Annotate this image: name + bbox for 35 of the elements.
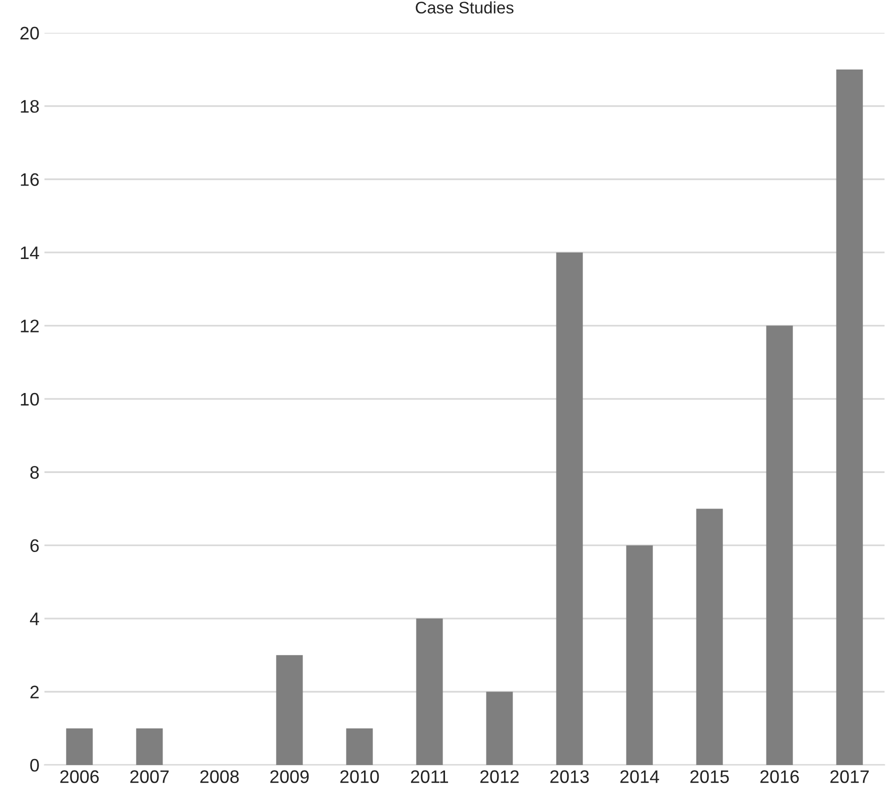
x-tick-label: 2010 [340, 770, 379, 784]
x-tick-label: 2014 [620, 770, 660, 784]
x-tick-label: 2012 [480, 770, 519, 784]
y-tick-label: 20 [20, 26, 39, 40]
x-tick-label: 2017 [830, 770, 869, 784]
x-tick-label: 2016 [760, 770, 799, 784]
y-tick-label: 8 [30, 466, 39, 479]
x-tick-label: 2006 [60, 770, 99, 784]
y-tick-label: 12 [20, 320, 39, 332]
bar [346, 728, 373, 765]
x-tick-label: 2009 [270, 770, 309, 784]
chart-title: Case Studies [416, 1, 514, 14]
y-tick-label: 18 [20, 100, 39, 113]
bar [486, 692, 513, 765]
y-tick-label: 2 [30, 686, 39, 698]
bar [696, 508, 723, 765]
bar [416, 618, 443, 765]
bar [136, 728, 163, 765]
y-tick-label: 16 [20, 173, 39, 186]
x-tick-label: 2015 [690, 770, 729, 784]
bar [836, 69, 863, 765]
y-tick-label: 4 [30, 612, 40, 626]
x-tick-label: 2013 [550, 770, 589, 784]
x-tick-label: 2007 [130, 770, 169, 784]
x-tick-label: 2008 [200, 770, 239, 784]
bar [766, 326, 793, 765]
y-tick-label: 6 [30, 539, 39, 552]
y-tick-label: 10 [20, 392, 39, 406]
bar [556, 252, 583, 765]
bar [626, 545, 653, 765]
x-tick-label: 2011 [410, 770, 448, 784]
bar [66, 728, 93, 765]
y-tick-label: 0 [30, 758, 39, 772]
bar [276, 655, 303, 765]
y-tick-label: 14 [20, 246, 40, 260]
